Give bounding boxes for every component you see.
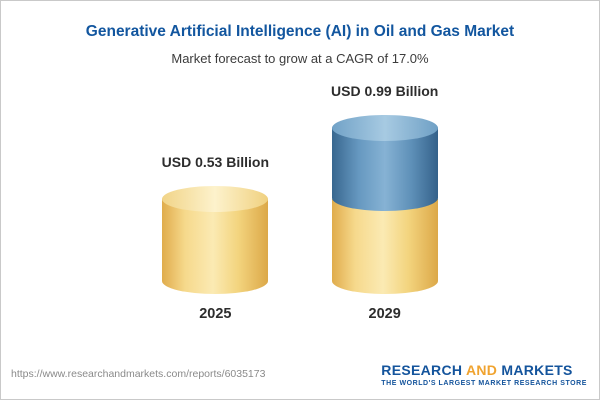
logo-wordmark: RESEARCH AND MARKETS bbox=[381, 362, 587, 378]
bar-2025-category-label: 2025 bbox=[199, 306, 232, 322]
bar-2029-cylinder bbox=[331, 115, 438, 294]
research-and-markets-logo[interactable]: RESEARCH AND MARKETS THE WORLD'S LARGEST… bbox=[381, 362, 587, 387]
chart-title: Generative Artificial Intelligence (AI) … bbox=[85, 23, 515, 40]
bar-2029-category-label: 2029 bbox=[368, 306, 401, 322]
logo-word-markets: MARKETS bbox=[501, 361, 573, 378]
cylinder-top-base bbox=[162, 186, 269, 212]
chart-subtitle: Market forecast to grow at a CAGR of 17.… bbox=[171, 51, 429, 66]
cylinder-segment-base bbox=[331, 199, 438, 294]
bar-2029-value-label: USD 0.99 Billion bbox=[331, 83, 439, 99]
report-url-link[interactable]: https://www.researchandmarkets.com/repor… bbox=[11, 368, 266, 380]
bar-2025-cylinder bbox=[162, 186, 269, 294]
cylinder-segment-base bbox=[162, 199, 269, 294]
bar-2025-value-label: USD 0.53 Billion bbox=[161, 154, 269, 170]
bar-2025: USD 0.53 Billion 2025 bbox=[162, 154, 269, 322]
chart-plot-area: USD 0.53 Billion 2025 USD 0.99 Billion 2… bbox=[1, 72, 599, 322]
logo-word-and: AND bbox=[465, 361, 498, 378]
logo-word-research: RESEARCH bbox=[381, 361, 463, 378]
cylinder-segment-growth bbox=[331, 128, 438, 211]
footer: https://www.researchandmarkets.com/repor… bbox=[1, 355, 599, 399]
bar-2029: USD 0.99 Billion 2029 bbox=[331, 83, 438, 322]
logo-tagline: THE WORLD'S LARGEST MARKET RESEARCH STOR… bbox=[381, 379, 587, 387]
cylinder-top-growth bbox=[331, 115, 438, 141]
